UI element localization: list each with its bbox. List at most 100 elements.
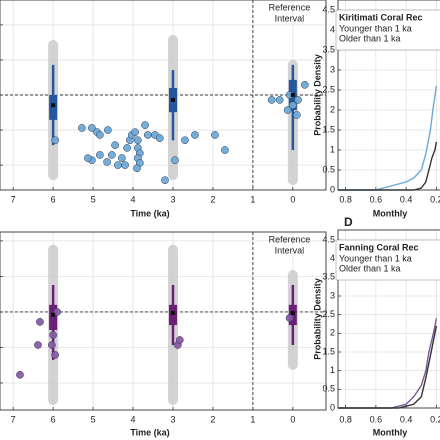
y-tick-label: 1 xyxy=(330,144,335,154)
x-tick-label: 0.4 xyxy=(400,194,413,204)
y-tick-label: 2.5 xyxy=(322,84,335,94)
data-point xyxy=(131,128,139,137)
y-tick-label: 1 xyxy=(330,365,335,375)
data-point xyxy=(36,318,44,326)
data-point xyxy=(121,161,129,169)
annotation: Reference xyxy=(269,2,311,12)
y-tick-label: 0.5 xyxy=(322,164,335,174)
legend-entry: Older than 1 ka xyxy=(339,33,401,43)
data-point xyxy=(181,136,189,145)
data-point xyxy=(96,151,104,159)
x-tick-label: 1 xyxy=(250,194,255,204)
annotation: Reference xyxy=(269,234,311,244)
density-line xyxy=(338,141,438,191)
x-axis-label: Monthly xyxy=(373,208,408,218)
x-tick-label: 7 xyxy=(11,414,16,424)
data-point xyxy=(104,126,112,134)
y-tick-label: 2 xyxy=(330,104,335,114)
x-tick-label: 3 xyxy=(170,194,175,204)
data-point xyxy=(103,158,111,166)
y-tick-label: 4.5 xyxy=(322,4,335,14)
x-tick-label: 4 xyxy=(131,194,136,204)
data-point xyxy=(141,121,149,129)
data-point xyxy=(111,141,119,149)
density-line xyxy=(338,318,438,409)
data-point xyxy=(267,96,276,104)
legend-entry: Younger than 1 ka xyxy=(339,23,412,33)
median-marker xyxy=(51,103,56,108)
y-tick-label: 0.5 xyxy=(322,384,335,394)
data-point xyxy=(143,131,152,139)
data-point xyxy=(133,164,141,173)
y-tick-label: 4.5 xyxy=(322,234,335,244)
x-tick-label: 7 xyxy=(11,194,16,204)
data-point xyxy=(118,154,126,162)
x-tick-label: 0 xyxy=(290,414,295,424)
y-tick-label: 4 xyxy=(330,24,335,34)
density-line xyxy=(338,325,438,409)
median-marker xyxy=(51,312,56,317)
data-point xyxy=(96,131,104,139)
y-tick-label: 2.5 xyxy=(322,309,335,319)
panel: 0.8 0.6 0.4 0.2 0 0.5 1 1.5 2 2.5 3 3.5 4 4.5 Monthly P… xyxy=(312,0,440,218)
density-line xyxy=(338,85,438,191)
median-marker xyxy=(290,93,295,97)
y-tick-label: 1.5 xyxy=(322,346,335,356)
data-point xyxy=(133,136,142,145)
y-tick-label: 3.5 xyxy=(322,44,335,54)
x-tick-label: 0.2 xyxy=(430,414,440,424)
x-tick-label: 1 xyxy=(250,414,255,424)
data-point xyxy=(155,134,164,142)
x-tick-label: 5 xyxy=(91,414,96,424)
legend-box xyxy=(335,9,440,51)
x-tick-label: 0.6 xyxy=(370,194,383,204)
box xyxy=(49,304,58,331)
y-tick-label: 2 xyxy=(330,328,335,338)
y-axis-label: Probability Density xyxy=(312,278,322,360)
x-tick-label: 6 xyxy=(51,414,56,424)
data-point xyxy=(114,161,122,169)
data-point xyxy=(51,351,59,359)
x-tick-label: 0.8 xyxy=(339,194,352,204)
x-tick-label: 4 xyxy=(131,414,136,424)
data-point xyxy=(123,144,131,152)
legend-title: Fanning Coral Rec xyxy=(339,242,419,252)
x-tick-label: 5 xyxy=(91,194,96,204)
x-tick-label: 6 xyxy=(51,194,56,204)
y-tick-label: 3 xyxy=(330,64,335,74)
data-point xyxy=(51,136,59,145)
data-point xyxy=(211,131,219,139)
panel-label: D xyxy=(344,215,353,229)
data-point xyxy=(191,131,199,139)
data-point xyxy=(292,111,301,119)
legend-entry: Older than 1 ka xyxy=(339,263,401,273)
annotation: Interval xyxy=(275,13,305,23)
x-tick-label: 0.4 xyxy=(400,414,413,424)
data-point xyxy=(53,308,61,316)
plot-frame xyxy=(0,231,327,411)
y-tick-label: 0 xyxy=(330,184,335,194)
box xyxy=(49,95,58,120)
data-point xyxy=(84,154,92,162)
y-axis-label: Probability Density xyxy=(312,54,322,136)
data-point xyxy=(16,370,24,379)
y-tick-label: 3.5 xyxy=(322,272,335,282)
data-point xyxy=(49,331,57,339)
x-tick-label: 3 xyxy=(170,414,175,424)
annotation: Interval xyxy=(275,245,305,255)
x-tick-label: 0.2 xyxy=(430,194,440,204)
data-point xyxy=(34,341,42,349)
data-point xyxy=(48,341,56,349)
x-tick-label: 0.6 xyxy=(370,414,383,424)
data-point xyxy=(221,146,229,154)
x-axis-label: Monthly xyxy=(373,427,408,437)
y-tick-label: 0 xyxy=(330,402,335,412)
data-point xyxy=(288,101,297,110)
x-tick-label: 0 xyxy=(290,194,295,204)
data-point xyxy=(285,314,294,322)
data-point xyxy=(78,124,86,132)
median-marker xyxy=(170,97,175,102)
